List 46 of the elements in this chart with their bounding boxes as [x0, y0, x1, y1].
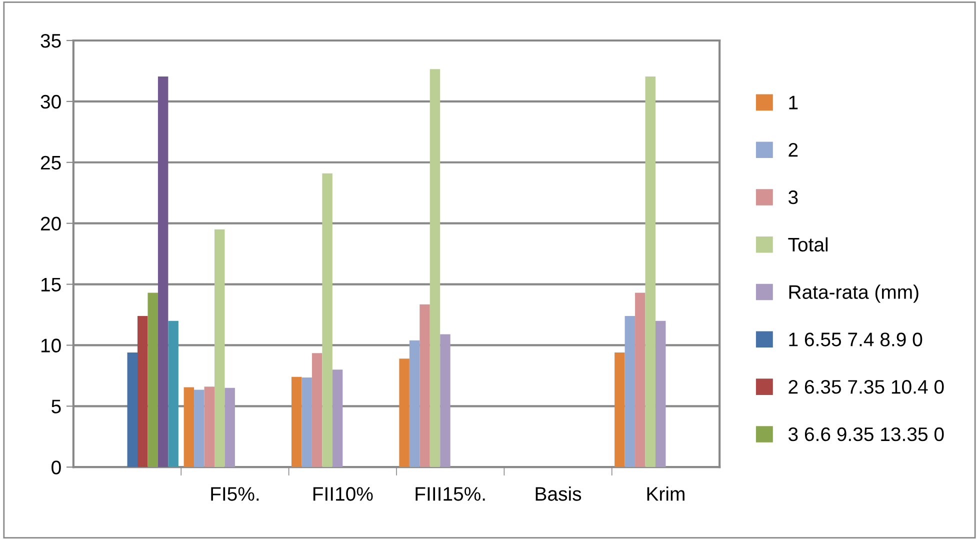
x-tick-label: FIII15%.: [416, 487, 485, 501]
y-tick-label: 35: [40, 34, 61, 48]
legend-label: 1 6.55 7.4 8.9 0: [789, 332, 922, 346]
bar: [224, 388, 235, 468]
bar: [204, 386, 214, 468]
legend-label: Rata-rata (mm): [789, 284, 918, 303]
bar: [291, 376, 302, 468]
bar: [655, 320, 666, 468]
bar: [127, 352, 138, 468]
bar: [624, 316, 636, 468]
y-tick-label: 20: [40, 216, 61, 231]
bar: [158, 76, 168, 468]
bar: [214, 229, 225, 468]
bar: [645, 76, 656, 468]
bar: [409, 340, 420, 468]
bar: [430, 69, 440, 468]
bar: [322, 173, 332, 468]
y-tick-label: 10: [41, 338, 61, 352]
bar: [332, 370, 343, 468]
y-tick-label: 5: [52, 400, 61, 414]
legend-label: Total: [788, 237, 828, 252]
y-tick-label: 0: [52, 460, 61, 474]
x-tick-label: FI5%.: [211, 487, 259, 501]
bar: [614, 352, 625, 468]
bar: [168, 320, 178, 468]
legend-label: 2: [788, 143, 798, 157]
legend-label: 2 6.35 7.35 10.4 0: [788, 380, 944, 394]
legend-label: 1: [789, 96, 798, 110]
bar: [399, 358, 410, 468]
bar: [148, 292, 158, 468]
bar: [194, 390, 204, 468]
x-tick-label: Basis: [536, 486, 582, 501]
bar: [138, 316, 148, 468]
x-tick-label: Krim: [647, 486, 684, 501]
bar: [312, 353, 322, 468]
bar: [635, 292, 646, 468]
bar: [420, 304, 430, 468]
y-tick-label: 25: [40, 156, 61, 170]
bar: [184, 387, 194, 468]
legend-label: 3: [788, 190, 798, 204]
legend-label: 3 6.6 9.35 13.35 0: [788, 427, 944, 442]
y-tick-label: 15: [41, 278, 61, 292]
x-tick-label: FII10%: [313, 487, 373, 501]
bar: [302, 378, 312, 468]
bar: [440, 334, 450, 468]
y-tick-label: 30: [40, 94, 61, 109]
